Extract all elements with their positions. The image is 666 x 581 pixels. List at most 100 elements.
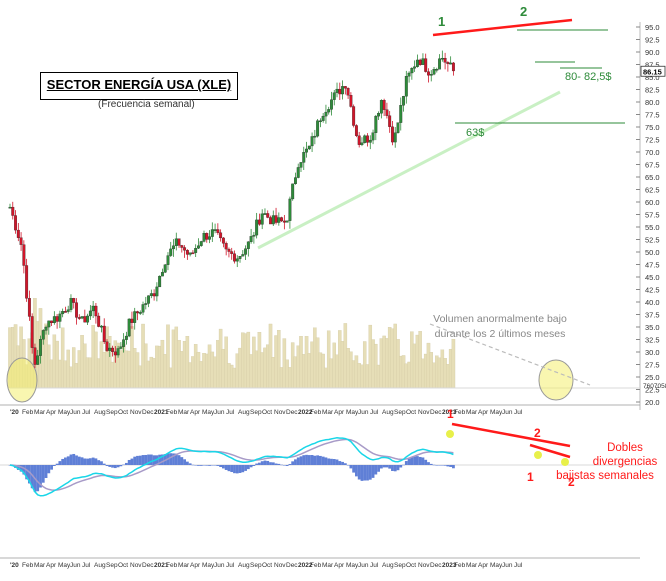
candle-body: [83, 316, 87, 323]
candle-body: [385, 109, 389, 116]
date-axis-tick-label: Apr: [478, 409, 489, 416]
candle-body: [321, 115, 325, 121]
macd-histogram-bar: [415, 456, 419, 465]
date-axis-tick-label: Oct: [118, 409, 128, 416]
candle-body: [291, 183, 295, 200]
candle-body: [438, 58, 442, 70]
candle-body: [335, 88, 339, 93]
candle-body: [402, 96, 405, 106]
candle-body: [288, 198, 292, 221]
macd-date-axis-tick-label: Feb: [22, 562, 34, 569]
candle-body: [257, 219, 261, 225]
candle-body: [246, 241, 250, 249]
chart-title: SECTOR ENERGÍA USA (XLE): [46, 77, 232, 92]
candle-body: [63, 311, 67, 313]
candle-body: [343, 86, 347, 89]
macd-date-axis-tick-label: Sep: [394, 562, 406, 569]
macd-histogram-bar: [19, 465, 23, 472]
date-axis-tick-label: Nov: [418, 409, 430, 416]
candle-body: [407, 72, 411, 77]
macd-histogram-bar: [30, 465, 34, 489]
candle-body: [388, 115, 392, 127]
candle-body: [208, 236, 211, 240]
divergence-point-1: [446, 430, 454, 438]
macd-histogram-bar: [446, 465, 450, 467]
macd-histogram-bar: [327, 458, 331, 465]
macd-histogram-bar: [191, 464, 195, 466]
date-axis-tick-label: Jun: [214, 409, 225, 416]
candle-body: [75, 302, 78, 318]
volume-bar: [451, 338, 456, 389]
price-tick-label: 32.5: [645, 336, 660, 345]
candle-body: [69, 298, 73, 310]
macd-histogram-bar: [55, 463, 59, 465]
macd-histogram-bar: [424, 459, 428, 465]
macd-date-axis-tick-label: Apr: [46, 562, 57, 569]
candle-body: [188, 252, 192, 255]
candle-body: [241, 254, 245, 257]
macd-date-axis-tick-label: Oct: [262, 562, 272, 569]
divergence-2-top-label: 2: [534, 426, 541, 440]
candle-body: [136, 311, 139, 314]
macd-histogram-bar: [255, 463, 259, 465]
macd-histogram-bar: [246, 465, 250, 470]
macd-histogram-bar: [241, 465, 245, 473]
candle-body: [8, 206, 12, 209]
candle-body: [255, 219, 259, 236]
macd-histogram-bar: [346, 465, 350, 466]
macd-histogram-bar: [332, 459, 336, 465]
macd-date-axis-tick-label: Feb: [166, 562, 178, 569]
candle-body: [197, 245, 200, 249]
macd-histogram-bar: [208, 465, 211, 466]
date-axis-tick-label: Nov: [130, 409, 142, 416]
macd-panel: 1 2 1 2 Dobles divergencias bajistas semanales…: [0, 407, 658, 569]
macd-histogram-bar: [141, 455, 145, 465]
divergence-point-3: [561, 458, 569, 466]
macd-histogram-bar: [105, 465, 109, 467]
candle-body: [116, 348, 120, 356]
macd-histogram-bar: [86, 458, 89, 465]
price-tick-label: 20.0: [645, 398, 660, 407]
macd-histogram-bar: [133, 456, 137, 465]
macd-histogram-bar: [147, 454, 150, 465]
macd-histogram-bar: [280, 464, 283, 466]
date-axis-tick-label: Jul: [370, 409, 379, 416]
macd-histogram-bar: [113, 465, 117, 469]
price-tick-label: 30.0: [645, 348, 660, 357]
macd-note-line-1: Dobles: [607, 442, 643, 454]
volume-highlight-left: [6, 357, 38, 403]
price-tick-label: 82.5: [645, 86, 660, 95]
macd-histogram-bar: [291, 461, 295, 465]
macd-histogram-bar: [249, 465, 253, 468]
macd-date-axis-tick-label: Apr: [478, 562, 489, 569]
macd-histogram-bar: [116, 465, 120, 468]
macd-histogram-bar: [77, 456, 81, 465]
last-price-label: 86.15: [643, 67, 662, 76]
candle-body: [393, 132, 397, 143]
macd-histogram-bar: [296, 457, 300, 465]
price-tick-label: 22.5: [645, 386, 660, 395]
annotation-overlay: 1 2 63$ 80- 82,5$ Volumen anormalmente bajo d…: [257, 4, 625, 340]
candle-body: [354, 125, 358, 136]
price-tick-label: 92.5: [645, 36, 660, 45]
candle-body: [174, 238, 178, 246]
macd-date-axis-tick-label: Jul: [370, 562, 379, 569]
candle-body: [191, 252, 195, 255]
macd-histogram-bar: [124, 462, 128, 465]
candle-body: [302, 152, 306, 163]
date-axis-tick-label: Dec: [286, 409, 298, 416]
date-axis-tick-label: Apr: [46, 409, 57, 416]
candle-body: [185, 250, 189, 255]
macd-histogram-bar: [230, 465, 234, 473]
macd-histogram-bar: [366, 465, 369, 481]
macd-histogram-bar: [263, 460, 267, 465]
macd-histogram-bar: [421, 457, 425, 465]
macd-histogram-bar: [22, 465, 26, 475]
candle-body: [166, 255, 170, 265]
macd-histogram-bar: [413, 456, 417, 465]
candle-body: [274, 215, 278, 223]
candle-body: [113, 351, 117, 356]
candle-body: [263, 213, 267, 215]
macd-histogram-bar: [360, 465, 364, 481]
macd-date-axis-tick-label: Jun: [70, 562, 81, 569]
